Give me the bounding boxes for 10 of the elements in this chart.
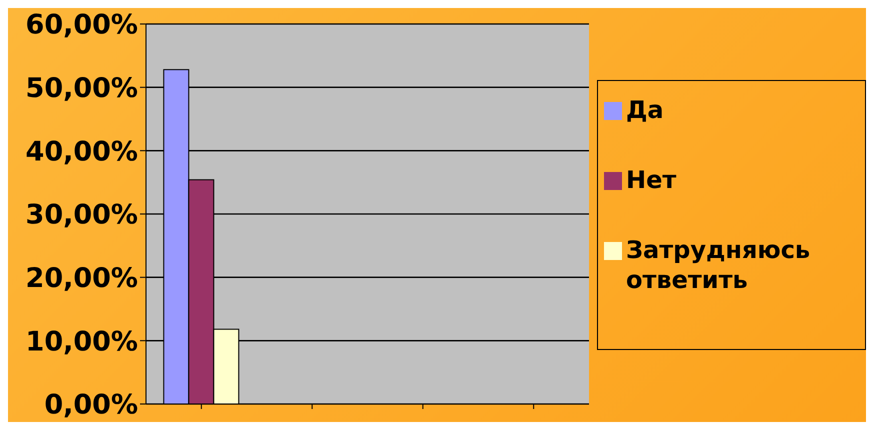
y-tick-label: 40,00% (26, 136, 138, 168)
y-tick-label: 50,00% (26, 72, 138, 104)
y-tick-label: 60,00% (26, 10, 138, 41)
legend-label: Да (626, 95, 664, 125)
y-tick-label: 0,00% (44, 390, 138, 421)
y-tick-label: 10,00% (26, 326, 138, 358)
y-tick-label: 30,00% (26, 200, 138, 231)
y-tick-label: 20,00% (26, 262, 138, 294)
legend-label: Нет (626, 165, 676, 195)
legend-label: Затрудняюсь ответить (626, 235, 812, 295)
